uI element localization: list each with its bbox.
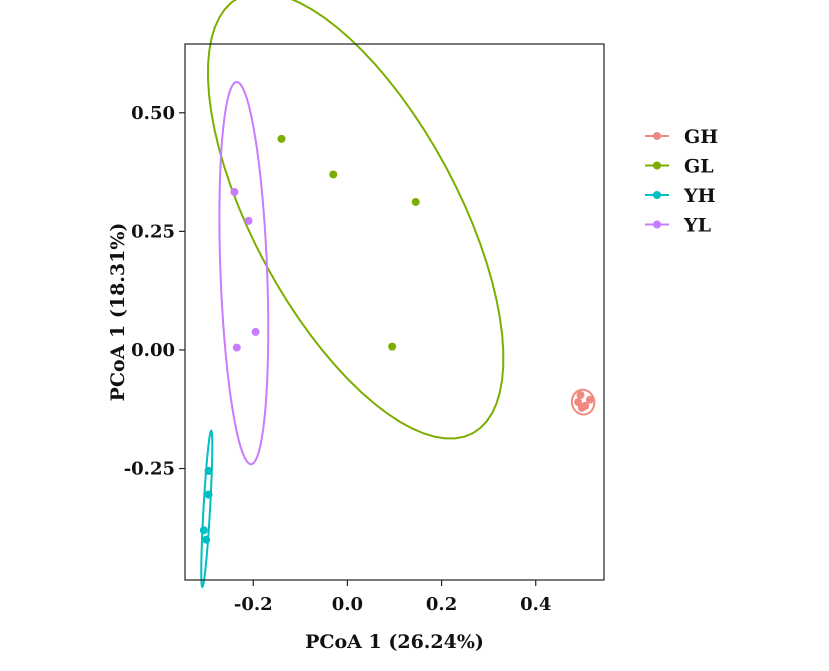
x-tick-label: 0.2 bbox=[426, 594, 457, 615]
point-yl bbox=[230, 187, 239, 196]
legend-marker bbox=[653, 220, 661, 229]
point-yl bbox=[251, 327, 260, 336]
x-axis-title: PCoA 1 (26.24%) bbox=[305, 631, 484, 653]
x-axis: -0.2 0.0 0.2 0.4 bbox=[234, 580, 551, 615]
point-yl bbox=[244, 216, 253, 225]
point-yh bbox=[199, 526, 208, 535]
x-tick-label: 0.0 bbox=[332, 594, 363, 615]
point-gl bbox=[277, 134, 286, 143]
legend-item-yl: YL bbox=[645, 215, 711, 237]
y-tick-label: 0.50 bbox=[131, 103, 175, 124]
legend-marker bbox=[653, 191, 661, 199]
point-yh bbox=[202, 535, 211, 544]
point-gh bbox=[574, 398, 583, 407]
legend-marker bbox=[653, 132, 661, 140]
ellipse-yl bbox=[218, 80, 270, 466]
legend-label: GH bbox=[684, 126, 718, 148]
legend-marker bbox=[653, 161, 661, 170]
point-gh bbox=[581, 401, 590, 410]
point-yl bbox=[232, 343, 241, 352]
y-tick-label: -0.25 bbox=[124, 459, 175, 480]
x-tick-label: 0.4 bbox=[520, 594, 551, 615]
point-yh bbox=[204, 466, 213, 475]
y-tick-label: 0.00 bbox=[131, 340, 175, 361]
y-tick-label: 0.25 bbox=[131, 221, 175, 242]
point-yh bbox=[204, 490, 213, 499]
ellipse-yh bbox=[200, 429, 214, 589]
point-layer bbox=[199, 134, 594, 544]
point-gh bbox=[585, 395, 594, 404]
legend: GH GL YH YL bbox=[645, 126, 718, 237]
legend-label: YH bbox=[683, 185, 716, 207]
point-gl bbox=[411, 197, 420, 206]
legend-label: GL bbox=[684, 156, 714, 178]
ellipse-layer bbox=[200, 0, 596, 589]
ellipse-gh bbox=[570, 388, 596, 416]
point-gl bbox=[329, 170, 338, 179]
point-gl bbox=[388, 342, 397, 351]
y-axis-title: PCoA 1 (18.31%) bbox=[107, 223, 129, 402]
legend-label: YL bbox=[683, 215, 711, 237]
legend-item-gl: GL bbox=[645, 156, 714, 178]
y-axis: -0.25 0.00 0.25 0.50 bbox=[124, 103, 185, 480]
point-gh bbox=[576, 391, 585, 400]
x-tick-label: -0.2 bbox=[234, 594, 273, 615]
ellipse-gl bbox=[207, 0, 505, 440]
legend-item-yh: YH bbox=[645, 185, 716, 207]
legend-item-gh: GH bbox=[645, 126, 718, 148]
plot-border bbox=[184, 43, 605, 581]
